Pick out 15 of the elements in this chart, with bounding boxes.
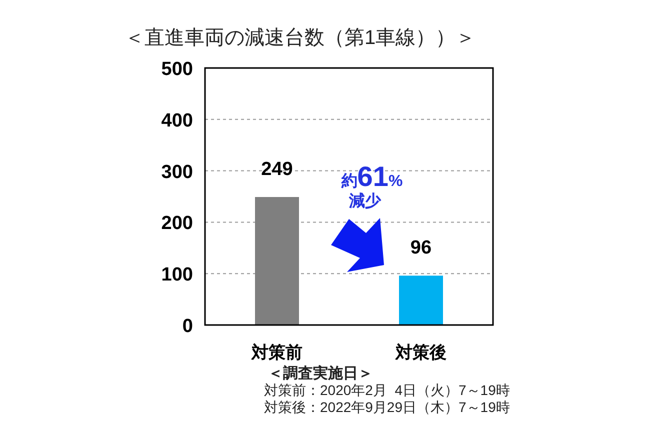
y-tick-label: 100 (161, 264, 193, 286)
chart-title: ＜直進車両の減速台数（第1車線））＞ (124, 27, 476, 49)
x-tick-label: 対策後 (394, 343, 446, 362)
y-tick-label: 400 (161, 110, 193, 132)
y-tick-label: 0 (182, 316, 193, 337)
y-tick-label: 300 (161, 162, 193, 183)
text: 対策後：2022年9月29日（木）7～19時 (264, 399, 510, 415)
x-tick-label: 対策前 (250, 343, 302, 362)
y-tick-label: 200 (161, 213, 193, 234)
text: ＜調査実施日＞ (268, 364, 373, 382)
data-label: 96 (410, 238, 432, 259)
annotation: 約61% 減少 (340, 161, 403, 210)
text: 対策前：2020年2月 4日（火）7～19時 (264, 382, 510, 398)
y-tick-label: 500 (161, 59, 193, 80)
data-label: 249 (261, 159, 293, 180)
